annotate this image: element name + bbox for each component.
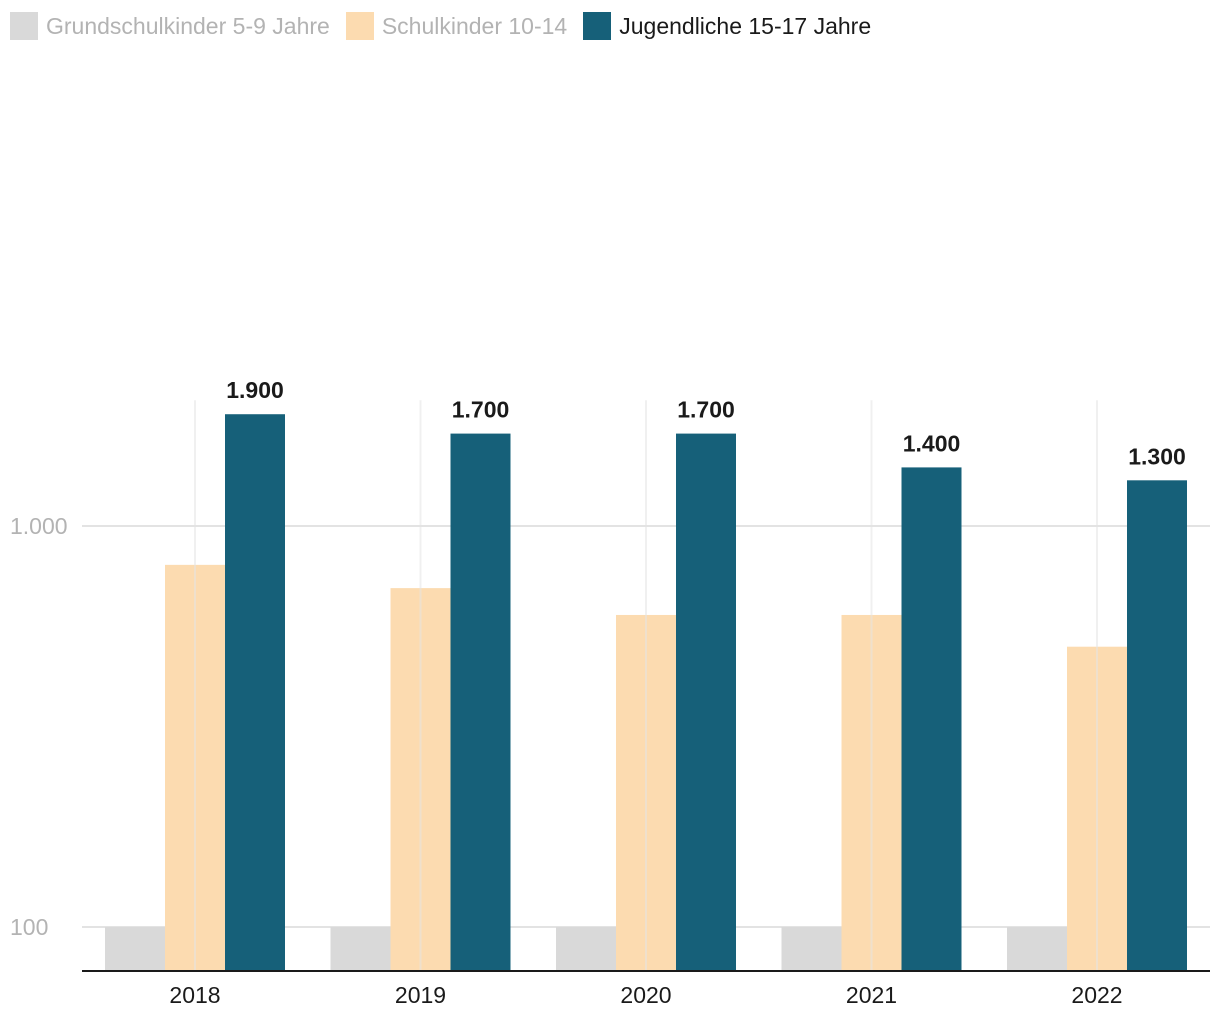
legend-label: Jugendliche 15-17 Jahre: [619, 12, 872, 39]
bar: [105, 927, 165, 971]
legend-swatch: [10, 12, 38, 40]
bar: [781, 927, 842, 971]
bar: [330, 927, 391, 971]
x-tick-label: 2019: [395, 982, 446, 1008]
x-tick-label: 2022: [1071, 982, 1122, 1008]
chart-legend: Grundschulkinder 5-9 Jahre Schulkinder 10…: [10, 8, 887, 44]
bar: [225, 414, 285, 971]
data-label: 1.700: [677, 397, 735, 423]
data-label: 1.400: [903, 430, 961, 456]
legend-item: Jugendliche 15-17 Jahre: [583, 12, 871, 40]
bar: [901, 467, 962, 971]
data-label: 1.700: [452, 397, 510, 423]
x-tick-label: 2021: [846, 982, 897, 1008]
y-tick-label: 1.000: [10, 513, 68, 539]
bar: [556, 927, 616, 971]
x-tick-label: 2020: [620, 982, 671, 1008]
bar: [1127, 480, 1187, 971]
legend-item: Schulkinder 10-14: [345, 12, 568, 40]
legend-label: Schulkinder 10-14: [381, 12, 568, 39]
x-tick-label: 2018: [169, 982, 220, 1008]
y-tick-label: 100: [10, 914, 48, 940]
legend-item: Grundschulkinder 5-9 Jahre: [10, 12, 330, 40]
legend-label: Grundschulkinder 5-9 Jahre: [46, 12, 330, 39]
legend-swatch: [345, 12, 374, 40]
bar: [1007, 927, 1067, 971]
data-label: 1.300: [1128, 443, 1186, 469]
legend-swatch: [583, 12, 612, 40]
data-label: 1.900: [226, 377, 284, 403]
bar: [450, 433, 511, 972]
bar: [676, 433, 736, 972]
